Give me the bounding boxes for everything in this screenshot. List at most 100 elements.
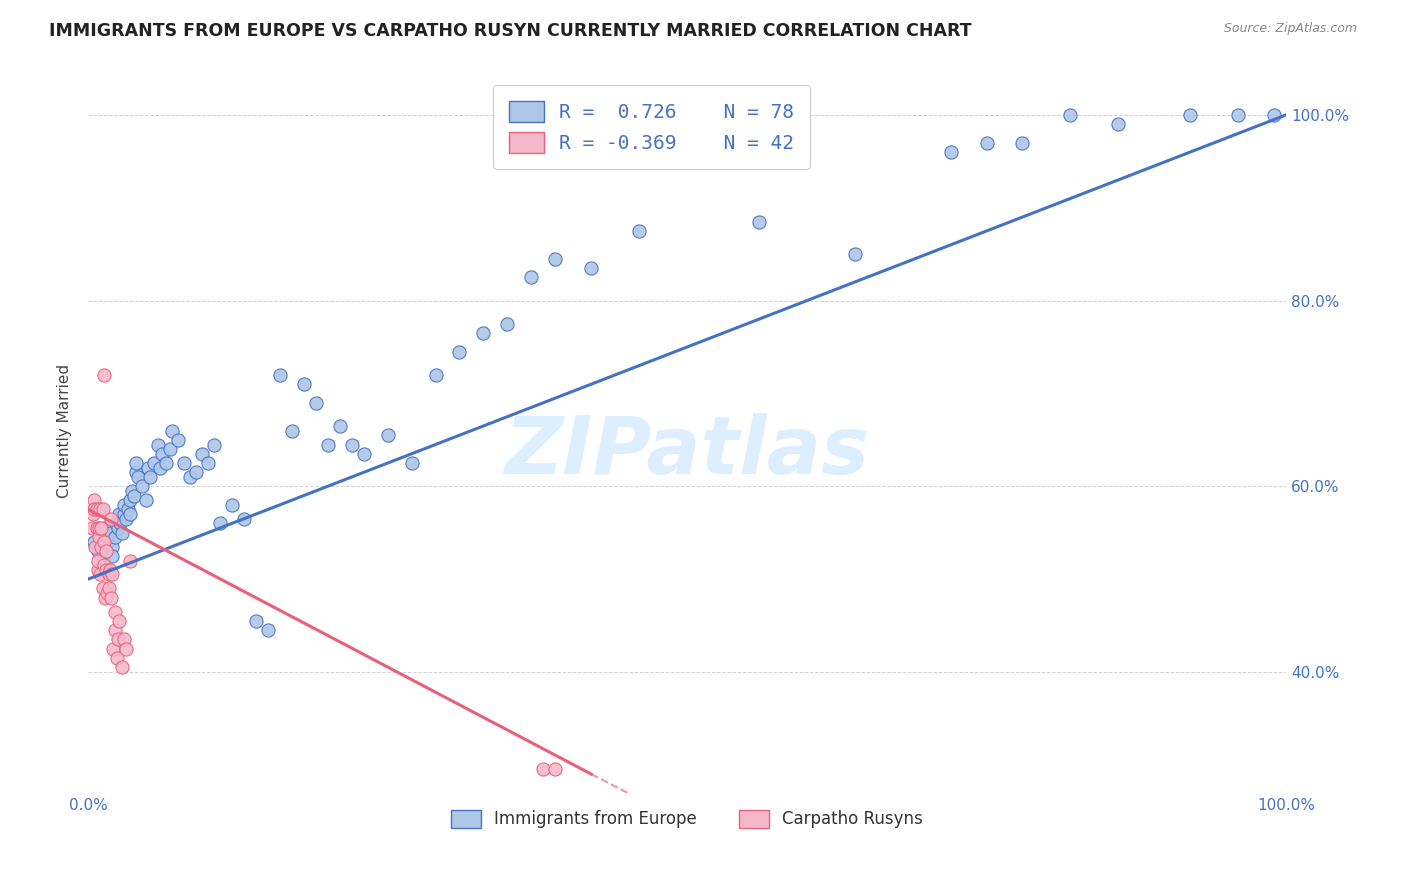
Point	[108, 507, 131, 521]
Point	[104, 516, 127, 531]
Point	[135, 493, 157, 508]
Point	[125, 456, 148, 470]
Point	[98, 563, 121, 577]
Point	[115, 512, 138, 526]
Point	[520, 270, 543, 285]
Point	[89, 502, 111, 516]
Point	[208, 516, 231, 531]
Point	[939, 145, 962, 159]
Point	[131, 479, 153, 493]
Point	[103, 530, 125, 544]
Point	[136, 460, 159, 475]
Point	[281, 424, 304, 438]
Point	[83, 502, 105, 516]
Point	[401, 456, 423, 470]
Point	[197, 456, 219, 470]
Point	[103, 623, 125, 637]
Point	[112, 507, 135, 521]
Point	[179, 470, 201, 484]
Point	[80, 521, 103, 535]
Point	[152, 447, 174, 461]
Point	[103, 605, 125, 619]
Point	[1107, 117, 1129, 131]
Point	[87, 521, 110, 535]
Point	[544, 252, 567, 266]
Point	[155, 456, 177, 470]
Point	[269, 368, 291, 382]
Point	[316, 437, 339, 451]
Text: ZIPatlas: ZIPatlas	[505, 413, 869, 491]
Point	[256, 623, 278, 637]
Point	[97, 582, 120, 596]
Point	[628, 224, 651, 238]
Point	[101, 549, 124, 563]
Point	[353, 447, 375, 461]
Point	[245, 614, 267, 628]
Point	[91, 582, 114, 596]
Point	[94, 521, 117, 535]
Point	[101, 540, 124, 554]
Point	[89, 530, 111, 544]
Point	[449, 344, 471, 359]
Point	[84, 540, 107, 554]
Point	[120, 553, 142, 567]
Point	[202, 437, 225, 451]
Point	[93, 535, 115, 549]
Point	[100, 591, 122, 605]
Point	[544, 763, 567, 777]
Point	[90, 540, 112, 554]
Point	[82, 507, 104, 521]
Point	[91, 553, 114, 567]
Point	[167, 433, 190, 447]
Point	[184, 466, 207, 480]
Point	[117, 502, 139, 516]
Point	[94, 563, 117, 577]
Point	[976, 136, 998, 150]
Point	[1227, 108, 1250, 122]
Point	[472, 326, 495, 340]
Point	[191, 447, 214, 461]
Point	[86, 502, 108, 516]
Point	[340, 437, 363, 451]
Point	[101, 567, 124, 582]
Point	[232, 512, 254, 526]
Point	[425, 368, 447, 382]
Point	[105, 651, 128, 665]
Point	[86, 521, 108, 535]
Point	[98, 525, 121, 540]
Point	[107, 632, 129, 647]
Point	[87, 553, 110, 567]
Point	[108, 614, 131, 628]
Point	[97, 567, 120, 582]
Point	[377, 428, 399, 442]
Point	[531, 763, 554, 777]
Point	[143, 456, 166, 470]
Point	[581, 261, 603, 276]
Point	[1178, 108, 1201, 122]
Point	[1011, 136, 1033, 150]
Point	[96, 586, 118, 600]
Point	[120, 493, 142, 508]
Point	[121, 483, 143, 498]
Point	[83, 493, 105, 508]
Point	[844, 247, 866, 261]
Point	[111, 660, 134, 674]
Point	[496, 317, 519, 331]
Point	[93, 558, 115, 573]
Point	[305, 395, 328, 409]
Point	[91, 502, 114, 516]
Point	[103, 641, 125, 656]
Point	[89, 567, 111, 582]
Point	[110, 516, 132, 531]
Point	[96, 535, 118, 549]
Point	[159, 442, 181, 457]
Legend: Immigrants from Europe, Carpatho Rusyns: Immigrants from Europe, Carpatho Rusyns	[444, 803, 929, 835]
Point	[112, 498, 135, 512]
Point	[160, 424, 183, 438]
Point	[94, 544, 117, 558]
Point	[122, 489, 145, 503]
Point	[87, 544, 110, 558]
Point	[87, 530, 110, 544]
Point	[149, 460, 172, 475]
Point	[146, 437, 169, 451]
